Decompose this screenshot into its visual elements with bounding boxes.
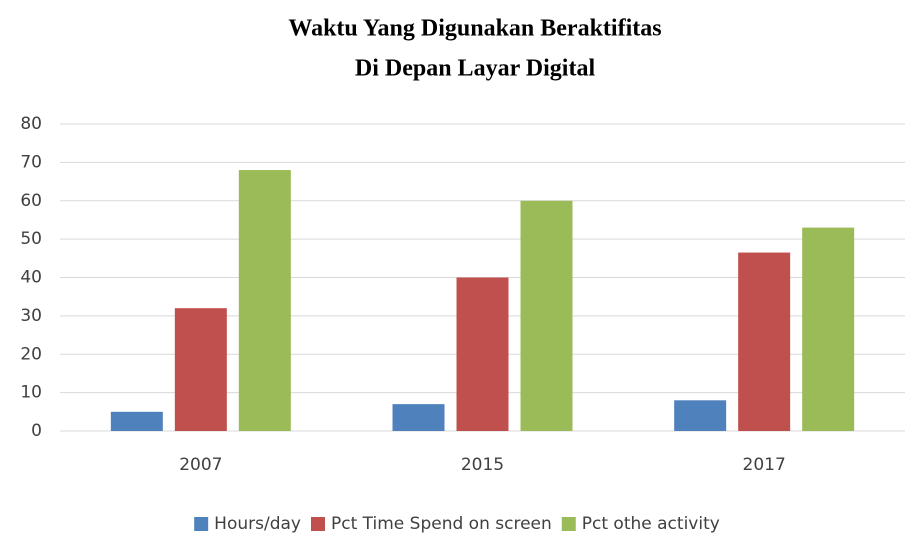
y-tick-label: 0 (31, 421, 42, 441)
legend-swatch (310, 517, 325, 531)
bar (456, 277, 509, 431)
x-tick-label: 2007 (179, 455, 222, 475)
bar (238, 170, 291, 432)
legend-label: Hours/day (214, 514, 301, 534)
chart-title: Waktu Yang Digunakan Beraktifitas (288, 16, 661, 42)
y-tick-label: 80 (20, 114, 42, 134)
bar (674, 400, 727, 431)
legend-label: Pct Time Spend on screen (331, 514, 552, 534)
y-tick-label: 70 (20, 152, 42, 172)
bar (392, 404, 445, 431)
x-tick-label: 2017 (743, 455, 786, 475)
bar (738, 252, 791, 431)
legend-label: Pct othe activity (582, 514, 720, 534)
y-tick-label: 60 (20, 191, 42, 211)
legend-swatch (194, 517, 209, 531)
x-tick-label: 2015 (461, 455, 504, 475)
bar (520, 200, 573, 431)
bar (110, 411, 163, 431)
y-tick-label: 30 (20, 306, 42, 326)
y-tick-label: 10 (20, 383, 42, 403)
chart-title: Di Depan Layar Digital (355, 56, 596, 82)
bar (174, 308, 227, 431)
y-tick-label: 40 (20, 268, 42, 288)
legend-swatch (561, 517, 576, 531)
y-tick-label: 20 (20, 344, 42, 364)
y-tick-label: 50 (20, 229, 42, 249)
bar (802, 227, 855, 431)
